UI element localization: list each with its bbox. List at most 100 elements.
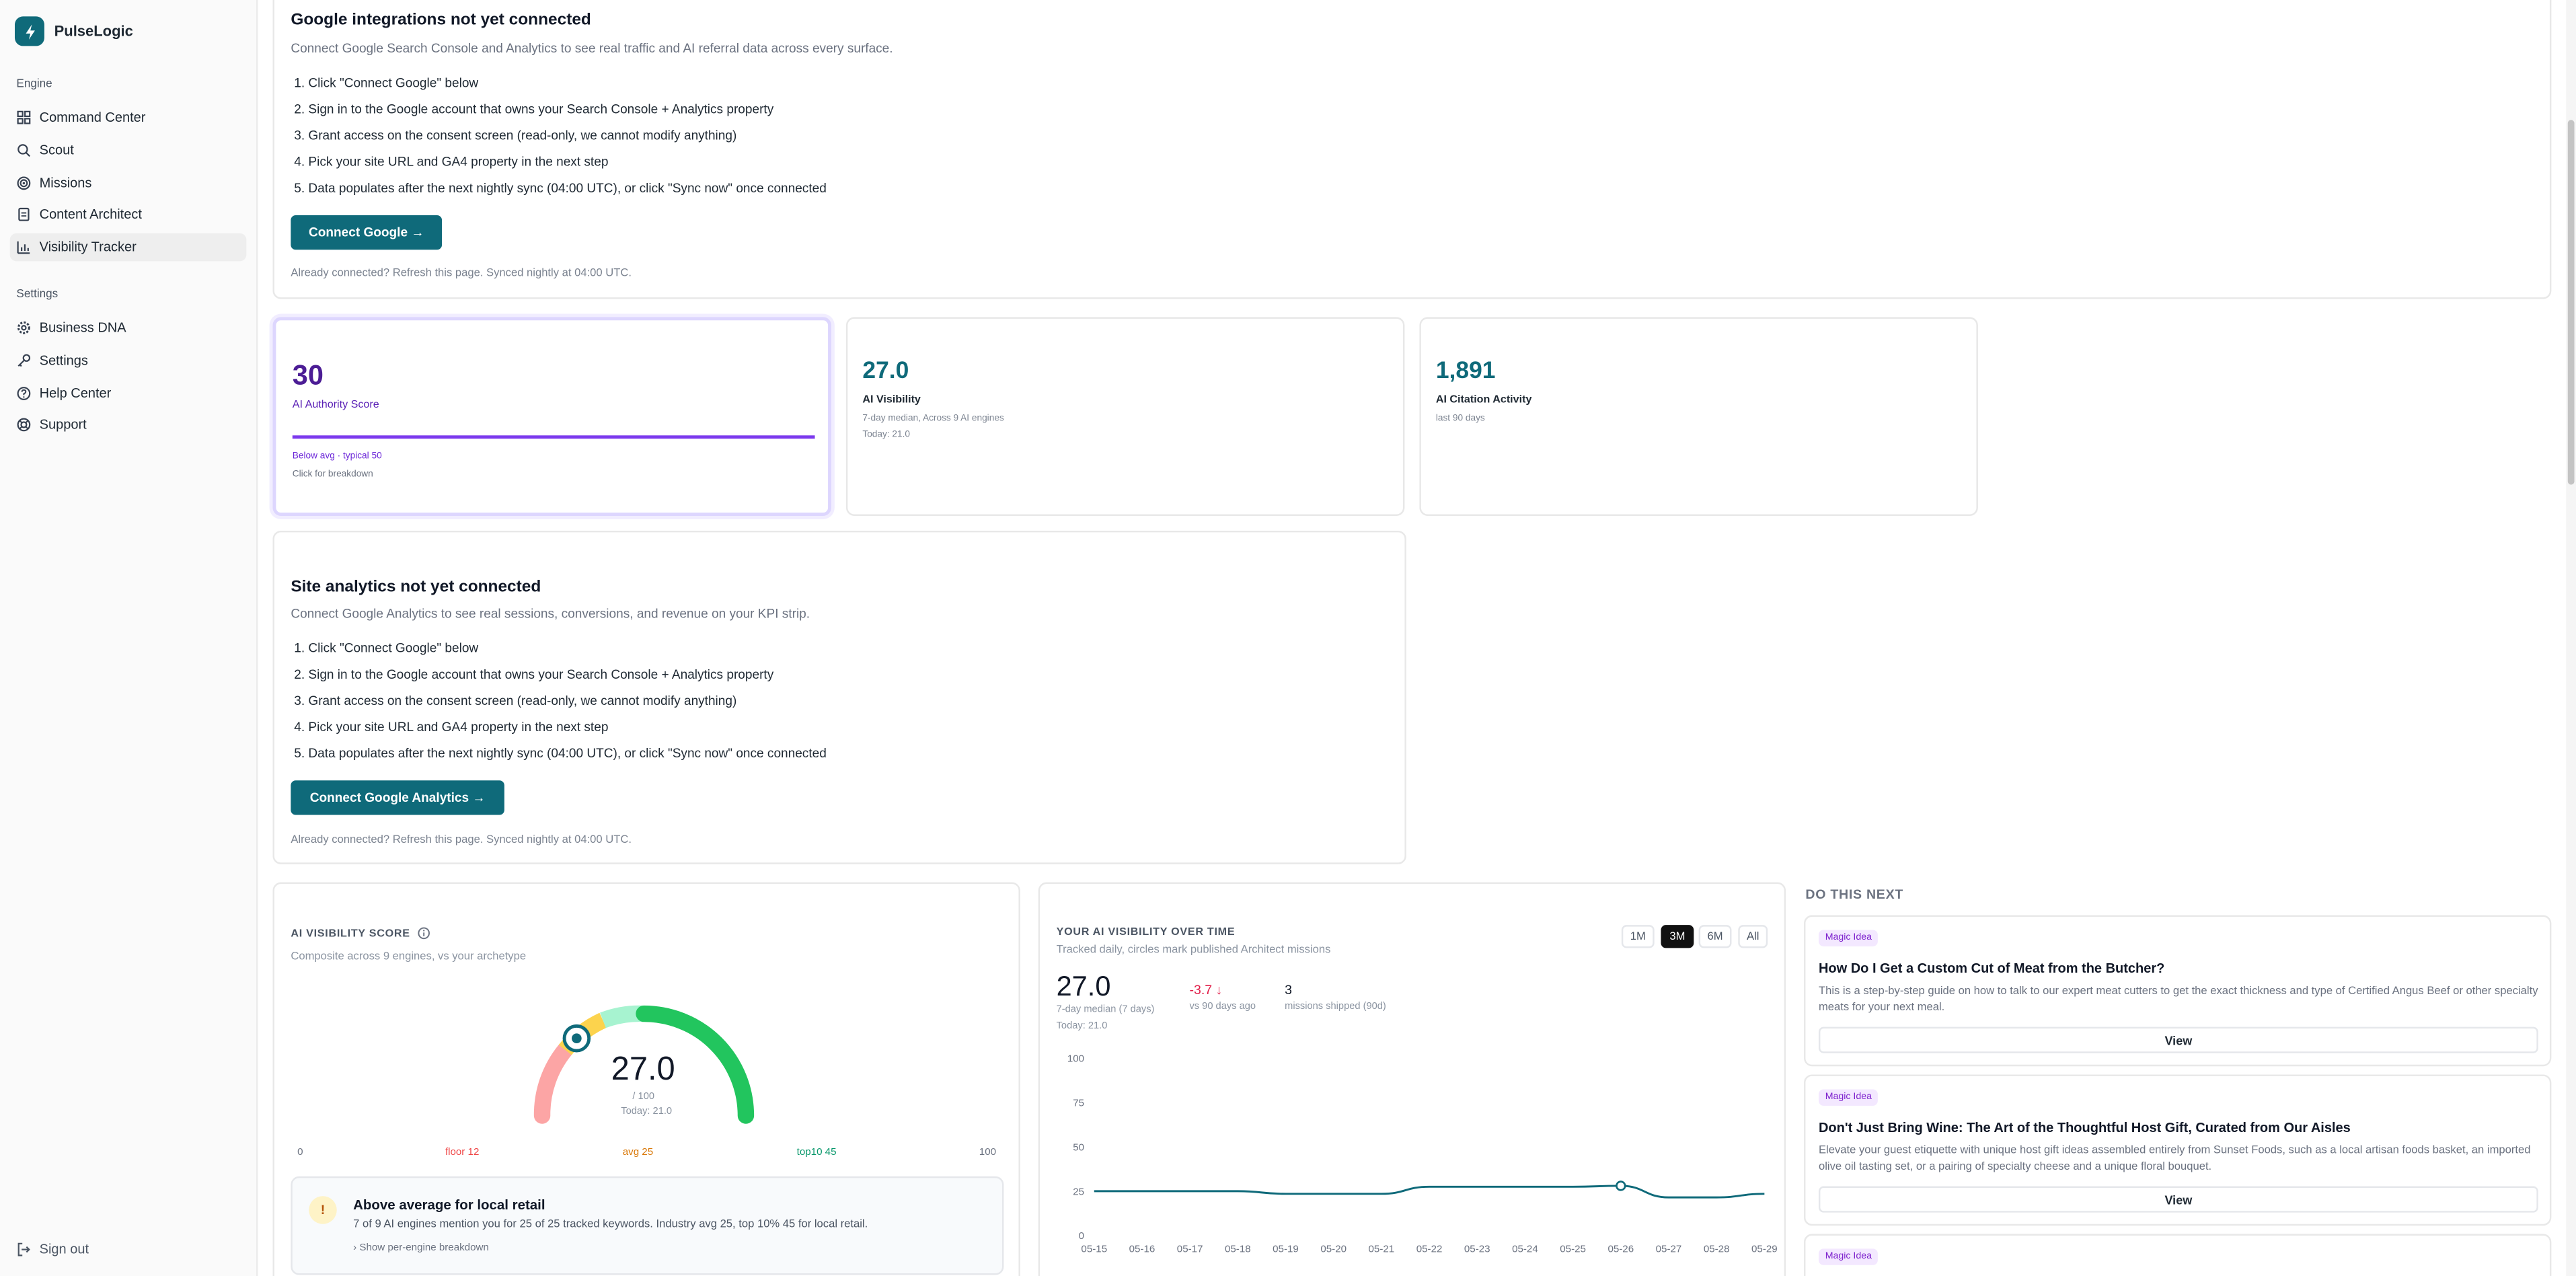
idea-description: This is a step-by-step guide on how to t… [1818,985,2538,1014]
x-tick-label: 05-25 [1560,1243,1586,1254]
step-item: 3. Grant access on the consent screen (r… [294,693,737,708]
scrollbar-thumb[interactable] [2567,120,2575,485]
sign-out-icon [17,1242,30,1256]
ai-citation-card: 1,891 AI Citation Activity last 90 days [1419,317,1978,516]
analytics-card-title: Site analytics not yet connected [291,578,541,597]
idea-description: Elevate your guest etiquette with unique… [1818,1145,2531,1173]
trend-delta-value: -3.7 ↓ [1189,982,1223,998]
per-engine-breakdown-link[interactable]: › Show per-engine breakdown [353,1242,489,1254]
grid-icon [17,110,31,124]
connect-google-analytics-button[interactable]: Connect Google Analytics → [291,780,504,815]
idea-card: Magic Idea How Do I Get a Custom Cut of … [1803,915,2552,1067]
sidebar-item-business-dna[interactable]: Business DNA [10,314,247,342]
authority-score-value: 30 [292,359,324,391]
visibility-series-line [1094,1185,1765,1199]
x-tick-label: 05-18 [1225,1243,1251,1254]
connect-google-button[interactable]: Connect Google → [291,215,443,250]
ai-visibility-card: 27.0 AI Visibility 7-day median, Across … [845,317,1405,516]
gear-icon [17,321,30,334]
google-card-title: Google integrations not yet connected [291,11,591,30]
step-item: 1. Click "Connect Google" below [294,75,479,91]
x-tick-label: 05-19 [1273,1243,1299,1254]
ai-visibility-today: Today: 21.0 [862,430,911,441]
range-all-button[interactable]: All [1738,925,1768,948]
gauge-value: 27.0 [611,1051,675,1088]
x-tick-label: 05-22 [1416,1243,1443,1254]
ai-authority-score-card[interactable]: 30 AI Authority Score Below avg · typica… [272,317,831,516]
settings-section-label: Settings [16,289,59,301]
magic-idea-badge: Magic Idea [1818,1248,1879,1265]
sidebar-item-content-architect[interactable]: Content Architect [10,200,247,229]
authority-score-breakdown-link[interactable]: Click for breakdown [292,470,373,480]
authority-score-note: Below avg · typical 50 [292,451,382,462]
sign-out-button[interactable]: Sign out [16,1242,89,1257]
sidebar-item-missions[interactable]: Missions [10,170,247,198]
sidebar-item-label: Scout [39,143,74,158]
x-tick-label: 05-23 [1464,1243,1490,1254]
sign-out-label: Sign out [39,1242,89,1257]
trend-median-value: 27.0 [1056,971,1111,1002]
x-tick-label: 05-27 [1656,1243,1682,1254]
score-card-subtitle: Composite across 9 engines, vs your arch… [291,951,527,963]
sidebar-item-command-center[interactable]: Command Center [10,104,247,132]
idea-view-button[interactable]: View [1818,1026,2538,1053]
sidebar-item-support[interactable]: Support [10,411,247,439]
brand[interactable]: PulseLogic [14,16,133,46]
google-card-subtitle: Connect Google Search Console and Analyt… [291,41,893,57]
magic-idea-badge: Magic Idea [1818,1089,1879,1106]
info-icon[interactable] [417,927,430,940]
ai-citation-value: 1,891 [1435,358,1496,385]
x-tick-label: 05-24 [1512,1243,1538,1254]
y-tick-label: 75 [1073,1097,1084,1109]
bar-chart-icon [17,241,30,254]
x-tick-label: 05-15 [1081,1243,1107,1254]
sidebar-item-settings[interactable]: Settings [10,346,247,375]
lifebuoy-icon [17,418,31,432]
ai-visibility-value: 27.0 [862,358,909,385]
sidebar-item-label: Support [39,417,87,433]
y-tick-label: 50 [1073,1141,1084,1153]
trend-median-label: 7-day median (7 days) [1056,1005,1155,1016]
document-icon [18,207,30,221]
trend-card-label: YOUR AI VISIBILITY OVER TIME [1056,926,1236,938]
sidebar-item-label: Missions [39,176,92,191]
sidebar-item-help-center[interactable]: Help Center [10,379,247,408]
sidebar-item-scout[interactable]: Scout [10,137,247,165]
range-6m-button[interactable]: 6M [1698,925,1732,948]
warning-icon: ! [309,1196,337,1224]
x-tick-label: 05-17 [1177,1243,1203,1254]
sidebar-item-visibility-tracker[interactable]: Visibility Tracker [9,233,247,262]
step-item: 1. Click "Connect Google" below [294,640,479,656]
range-3m-button[interactable]: 3M [1661,925,1694,948]
step-item: 5. Data populates after the next nightly… [294,745,827,761]
sidebar-item-label: Content Architect [39,207,142,222]
sidebar-item-label: Command Center [39,110,146,125]
do-next-heading: DO THIS NEXT [1805,887,1904,902]
x-tick-label: 05-26 [1607,1243,1634,1254]
key-icon [17,354,31,367]
ai-visibility-note: 7-day median, Across 9 AI engines [862,414,1004,424]
pulse-logo-icon [14,16,44,46]
y-tick-label: 25 [1073,1186,1084,1197]
idea-card: Magic Idea Don't Just Bring Wine: The Ar… [1803,1074,2552,1226]
trend-missions-label: missions shipped (90d) [1285,1002,1386,1012]
x-tick-label: 05-21 [1369,1243,1395,1254]
idea-card: Magic Idea [1803,1234,2552,1276]
ai-visibility-score-card: AI VISIBILITY SCORE Composite across 9 e… [272,882,1020,1276]
x-tick-label: 05-20 [1320,1243,1347,1254]
help-icon [17,387,31,400]
gauge-today: Today: 21.0 [621,1107,673,1117]
sidebar-item-label: Business DNA [39,320,126,336]
magic-idea-badge: Magic Idea [1818,930,1879,946]
sidebar-item-label: Settings [39,353,88,369]
gauge-max: / 100 [632,1092,655,1102]
idea-view-button[interactable]: View [1818,1186,2538,1213]
page-scrollbar[interactable] [2566,0,2576,1276]
idea-title: How Do I Get a Custom Cut of Meat from t… [1818,961,2165,976]
authority-score-label: AI Authority Score [292,399,379,411]
step-item: 2. Sign in to the Google account that ow… [294,667,774,682]
search-icon [17,144,30,157]
range-1m-button[interactable]: 1M [1621,925,1655,948]
ai-visibility-label: AI Visibility [862,394,921,406]
brand-name: PulseLogic [54,23,133,40]
